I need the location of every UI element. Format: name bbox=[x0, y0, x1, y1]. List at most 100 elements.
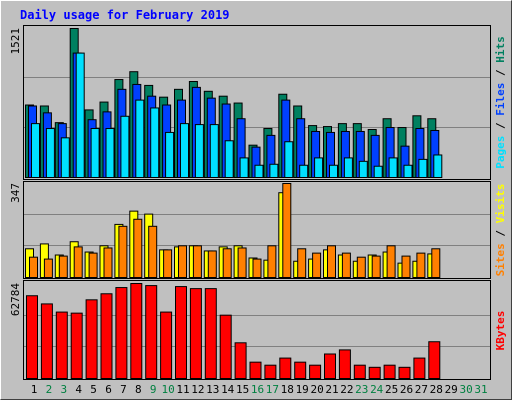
bar bbox=[118, 225, 128, 278]
bar bbox=[163, 249, 173, 279]
x-tick-label: 18 bbox=[281, 383, 294, 396]
bar bbox=[267, 245, 277, 279]
x-tick-label: 21 bbox=[325, 383, 338, 396]
x-tick-label: 1 bbox=[31, 383, 38, 396]
bar bbox=[338, 349, 351, 379]
bar bbox=[130, 283, 143, 379]
x-tick-label: 2 bbox=[46, 383, 53, 396]
bar bbox=[329, 164, 338, 178]
bar bbox=[234, 342, 247, 379]
bar bbox=[383, 364, 396, 380]
bar bbox=[209, 124, 219, 178]
y-tick-label: 1521 bbox=[9, 28, 22, 55]
bar bbox=[135, 99, 145, 178]
bar bbox=[145, 285, 158, 380]
bar bbox=[356, 256, 366, 278]
bar bbox=[100, 293, 113, 380]
bar bbox=[433, 154, 443, 178]
bar bbox=[282, 183, 292, 278]
bar bbox=[237, 247, 247, 279]
bar bbox=[401, 255, 411, 279]
x-tick-label: 25 bbox=[385, 383, 398, 396]
bar bbox=[219, 314, 232, 380]
legend-entry: Sites bbox=[494, 243, 507, 276]
y-tick-label: 347 bbox=[9, 183, 22, 203]
x-tick-label: 9 bbox=[150, 383, 157, 396]
bar bbox=[160, 311, 173, 380]
bar bbox=[73, 246, 83, 279]
x-tick-label: 27 bbox=[415, 383, 428, 396]
x-tick-label: 30 bbox=[459, 383, 472, 396]
bar bbox=[189, 288, 202, 380]
x-tick-label: 10 bbox=[161, 383, 174, 396]
bar bbox=[314, 157, 324, 178]
bar bbox=[373, 165, 383, 179]
bar bbox=[284, 141, 294, 178]
bar bbox=[31, 123, 40, 178]
bar bbox=[294, 361, 307, 380]
bar bbox=[297, 248, 307, 279]
bar bbox=[341, 252, 351, 279]
bar bbox=[431, 248, 441, 279]
bar bbox=[249, 361, 262, 380]
x-tick-label: 19 bbox=[296, 383, 309, 396]
bar bbox=[204, 288, 217, 380]
x-tick-label: 16 bbox=[251, 383, 264, 396]
bar bbox=[312, 252, 322, 279]
bar bbox=[254, 164, 264, 178]
chart-title: Daily usage for February 2019 bbox=[20, 8, 230, 22]
bar bbox=[175, 286, 187, 379]
bar bbox=[428, 341, 441, 379]
legend-separator: / bbox=[494, 223, 507, 243]
x-tick-label: 5 bbox=[90, 383, 97, 396]
x-tick-label: 14 bbox=[221, 383, 235, 396]
x-tick-label: 24 bbox=[370, 383, 384, 396]
x-tick-label: 3 bbox=[60, 383, 67, 396]
bar bbox=[194, 124, 204, 178]
bar bbox=[133, 218, 143, 278]
bar bbox=[55, 311, 68, 380]
bar bbox=[413, 357, 426, 379]
bar bbox=[368, 366, 381, 380]
x-tick-label: 11 bbox=[176, 383, 189, 396]
bar bbox=[327, 245, 336, 279]
x-tick-label: 8 bbox=[135, 383, 142, 396]
bar bbox=[29, 256, 38, 278]
bar bbox=[115, 287, 128, 379]
bar bbox=[224, 140, 234, 178]
bar bbox=[192, 245, 202, 279]
legend: Sites / Visits bbox=[494, 184, 507, 277]
bar bbox=[90, 128, 100, 179]
bar bbox=[70, 312, 83, 379]
bar bbox=[180, 123, 189, 178]
bar bbox=[120, 115, 130, 178]
legend-entry: Pages bbox=[494, 136, 507, 169]
bar bbox=[403, 164, 413, 178]
legend-entry: KBytes bbox=[494, 311, 507, 351]
bar bbox=[418, 158, 428, 179]
x-tick-label: 22 bbox=[340, 383, 353, 396]
x-tick-label: 7 bbox=[120, 383, 127, 396]
bar bbox=[26, 295, 38, 379]
bar bbox=[386, 245, 396, 279]
legend-separator: / bbox=[494, 63, 507, 83]
bar bbox=[279, 357, 292, 379]
x-tick-label: 29 bbox=[445, 383, 458, 396]
x-tick-label: 26 bbox=[400, 383, 413, 396]
bar bbox=[324, 353, 336, 380]
bar bbox=[88, 252, 98, 279]
bar bbox=[40, 303, 53, 379]
bar bbox=[165, 131, 175, 179]
x-tick-label: 28 bbox=[430, 383, 443, 396]
bar bbox=[309, 364, 322, 380]
bar bbox=[252, 258, 262, 279]
legend: Pages / Files / Hits bbox=[494, 36, 507, 169]
bar bbox=[358, 160, 368, 178]
bar bbox=[416, 252, 426, 279]
bar bbox=[207, 250, 217, 279]
bar bbox=[105, 128, 115, 179]
legend: KBytes bbox=[494, 311, 507, 351]
bar bbox=[343, 157, 353, 178]
